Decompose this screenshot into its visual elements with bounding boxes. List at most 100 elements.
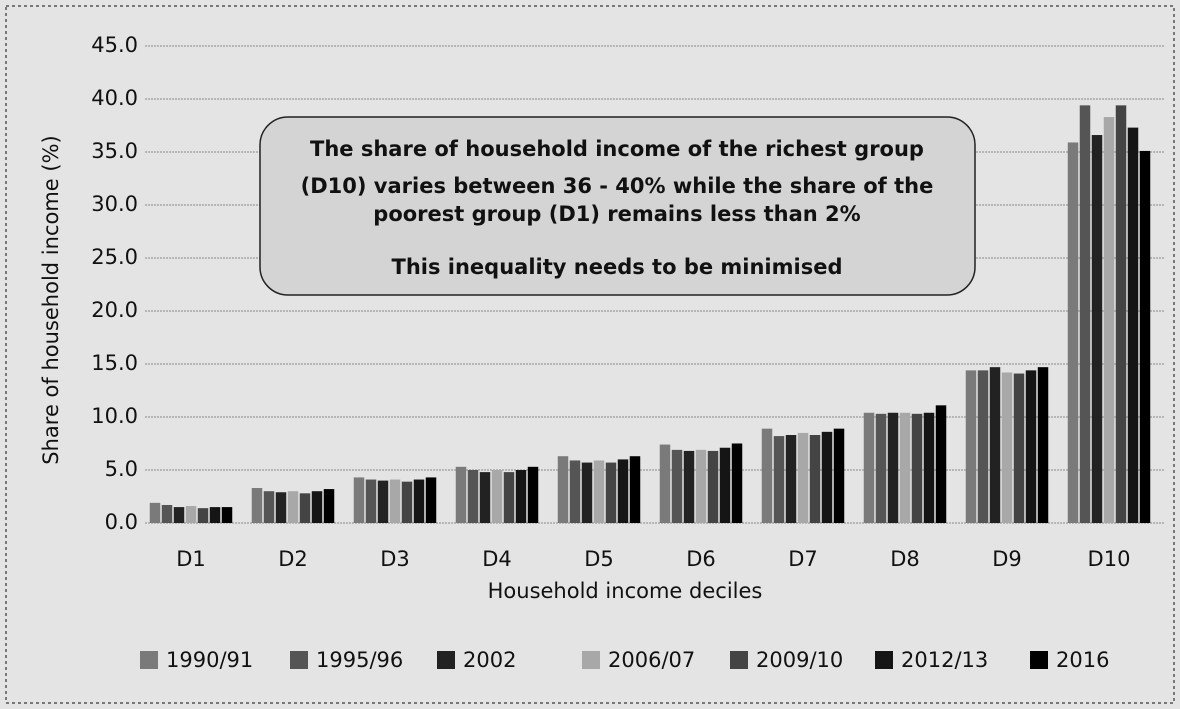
bar [557, 456, 569, 523]
annotation-text: This inequality needs to be minimised [392, 255, 843, 279]
bar [1067, 142, 1079, 523]
bar [935, 405, 947, 523]
bar [467, 470, 479, 523]
legend-label: 1990/91 [166, 648, 253, 672]
bar [353, 477, 365, 523]
legend-label: 2009/10 [756, 648, 843, 672]
y-tick-label: 40.0 [91, 86, 138, 110]
legend-swatch [875, 651, 893, 669]
bar [833, 428, 845, 523]
bar [401, 481, 413, 523]
y-tick-label: 25.0 [91, 245, 138, 269]
x-tick-label: D5 [584, 547, 614, 571]
y-tick-label: 5.0 [105, 457, 138, 481]
legend-label: 1995/96 [316, 648, 403, 672]
bar [161, 504, 173, 523]
bar [311, 491, 323, 523]
bar [863, 412, 875, 523]
bar [875, 413, 887, 523]
bar [629, 456, 641, 523]
bar [377, 480, 389, 523]
y-tick-label: 45.0 [91, 33, 138, 57]
y-tick-label: 35.0 [91, 139, 138, 163]
y-tick-label: 30.0 [91, 192, 138, 216]
bar [1013, 373, 1025, 523]
x-tick-label: D4 [482, 547, 512, 571]
bar [515, 470, 527, 523]
bar [887, 412, 899, 523]
bar [149, 502, 161, 523]
bar [365, 479, 377, 523]
bar [731, 443, 743, 523]
x-tick-label: D2 [278, 547, 308, 571]
bar [989, 367, 1001, 523]
bar [185, 506, 197, 523]
bar [605, 462, 617, 523]
bar [761, 428, 773, 523]
bar [821, 431, 833, 523]
bar [785, 435, 797, 523]
y-tick-label: 0.0 [105, 510, 138, 534]
bar [899, 412, 911, 523]
bar [695, 449, 707, 523]
bar [1001, 372, 1013, 523]
bar [569, 460, 581, 523]
bar [527, 466, 539, 523]
bar [671, 449, 683, 523]
legend-label: 2012/13 [901, 648, 988, 672]
bar [719, 447, 731, 523]
bar [773, 436, 785, 523]
bar [1025, 370, 1037, 523]
y-tick-label: 10.0 [91, 404, 138, 428]
bar [1079, 105, 1091, 524]
bar [1139, 150, 1151, 523]
bar [965, 370, 977, 523]
bar [659, 444, 671, 523]
bar [275, 492, 287, 523]
x-tick-label: D6 [686, 547, 716, 571]
annotation-text: The share of household income of the ric… [310, 137, 924, 161]
legend-swatch [437, 651, 455, 669]
bar [617, 459, 629, 523]
bar [1037, 367, 1049, 523]
bar [197, 508, 209, 523]
x-tick-label: D7 [788, 547, 818, 571]
legend-label: 2016 [1056, 648, 1109, 672]
bar [1103, 117, 1115, 524]
annotation-text: poorest group (D1) remains less than 2% [373, 202, 860, 226]
x-tick-label: D1 [176, 547, 206, 571]
bar [323, 489, 335, 523]
annotation-box [259, 116, 976, 296]
frame [5, 5, 1175, 704]
legend-label: 2002 [463, 648, 516, 672]
bar [977, 370, 989, 523]
bar [209, 507, 221, 523]
bar [809, 435, 821, 523]
bar [491, 470, 503, 523]
bar [503, 472, 515, 523]
y-tick-label: 20.0 [91, 298, 138, 322]
x-tick-label: D9 [992, 547, 1022, 571]
x-tick-label: D8 [890, 547, 920, 571]
bar [455, 466, 467, 523]
legend-swatch [290, 651, 308, 669]
legend-swatch [582, 651, 600, 669]
bar [593, 460, 605, 523]
bar [923, 412, 935, 523]
bar [797, 432, 809, 523]
bar [263, 491, 275, 523]
bar [479, 472, 491, 523]
bar [221, 507, 233, 523]
annotation-text: (D10) varies between 36 - 40% while the … [301, 174, 934, 198]
bar [911, 413, 923, 523]
bar [299, 493, 311, 523]
x-tick-label: D10 [1088, 547, 1131, 571]
bar [425, 477, 437, 523]
bar [581, 462, 593, 523]
bar [251, 488, 263, 523]
bar [683, 450, 695, 523]
bar [707, 450, 719, 523]
y-axis-label: Share of household income (%) [39, 135, 63, 464]
legend-swatch [140, 651, 158, 669]
